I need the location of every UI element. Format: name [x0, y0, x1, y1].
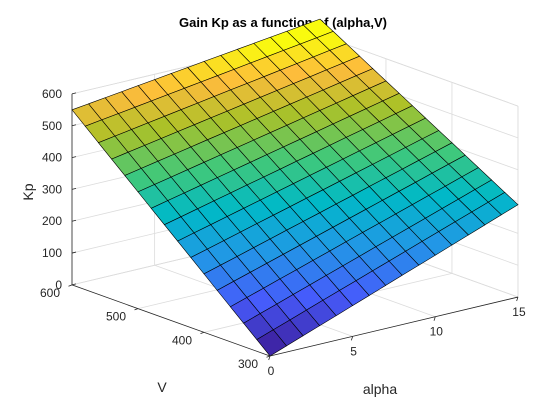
alpha-tick-mark	[268, 355, 271, 361]
kp-tick-mark	[71, 124, 77, 127]
v-tick-label: 500	[106, 310, 126, 324]
alpha-tick-label: 10	[430, 325, 444, 339]
v-axis-label: V	[157, 379, 167, 395]
kp-tick-label: 600	[42, 87, 62, 101]
chart-title: Gain Kp as a function of (alpha,V)	[179, 15, 387, 30]
v-tick-mark	[134, 308, 139, 311]
kp-tick-label: 200	[42, 214, 62, 228]
alpha-tick-label: 0	[268, 364, 275, 378]
kp-axis-label: Kp	[20, 183, 36, 200]
kp-tick-mark	[71, 283, 77, 286]
v-tick-label: 400	[172, 333, 192, 347]
alpha-tick-mark	[433, 316, 436, 321]
alpha-axis-label: alpha	[363, 381, 397, 397]
surface-face	[256, 329, 287, 357]
alpha-tick-label: 5	[350, 344, 357, 358]
kp-tick-mark	[71, 219, 77, 222]
kp-tick-label: 400	[42, 151, 62, 165]
v-tick-mark	[68, 284, 73, 287]
alpha-tick-mark	[350, 336, 354, 341]
alpha-tick-labels: 0 5 10 15	[268, 305, 526, 378]
surface-mesh	[71, 18, 519, 357]
kp-tick-labels: 0 100 200 300 400 500 600	[42, 87, 62, 292]
kp-tick-label: 0	[55, 278, 62, 292]
v-tick-labels: 300 400 500 600	[40, 286, 258, 371]
kp-tick-mark	[71, 251, 77, 254]
alpha-axis-line	[269, 296, 519, 357]
v-tick-mark	[266, 355, 271, 358]
kp-tick-mark	[71, 156, 77, 158]
v-tick-label: 300	[238, 357, 258, 371]
kp-tick-label: 500	[42, 119, 62, 133]
v-tick-mark	[200, 331, 205, 334]
alpha-tick-mark	[516, 296, 519, 302]
box-edge	[319, 34, 519, 107]
kp-tick-label: 100	[42, 246, 62, 260]
v-axis-line	[71, 284, 271, 357]
kp-tick-mark	[71, 188, 77, 190]
alpha-tick-label: 15	[512, 305, 526, 319]
v-tick-label: 600	[40, 286, 60, 300]
kp-tick-mark	[71, 92, 77, 95]
kp-tick-label: 300	[42, 182, 62, 196]
axes	[68, 92, 519, 361]
